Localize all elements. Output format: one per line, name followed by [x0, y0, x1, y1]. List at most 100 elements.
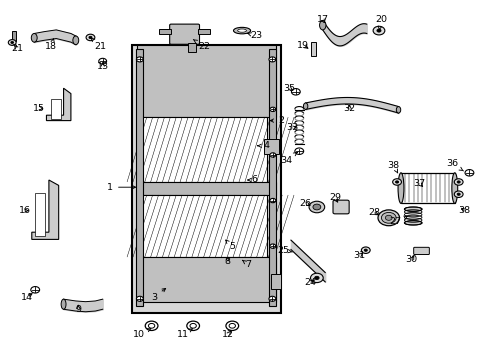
Ellipse shape [233, 27, 250, 34]
Bar [310, 42, 315, 56]
Circle shape [291, 89, 300, 95]
Ellipse shape [73, 36, 79, 45]
Circle shape [86, 34, 95, 41]
Circle shape [269, 107, 275, 112]
Circle shape [456, 193, 459, 195]
Circle shape [148, 323, 154, 328]
Circle shape [228, 323, 235, 328]
Circle shape [99, 58, 106, 64]
Text: 32: 32 [343, 104, 355, 112]
FancyBboxPatch shape [169, 24, 199, 44]
Text: 30: 30 [405, 256, 417, 264]
Bar [51, 99, 61, 119]
Text: 35: 35 [283, 84, 295, 93]
Text: 33: 33 [285, 123, 298, 132]
Text: 2: 2 [270, 116, 284, 125]
Text: 5: 5 [225, 240, 235, 251]
Circle shape [268, 296, 275, 301]
Circle shape [381, 212, 395, 223]
Text: 7: 7 [242, 260, 251, 269]
Circle shape [385, 215, 391, 220]
Circle shape [189, 323, 196, 328]
Text: 22: 22 [193, 40, 210, 51]
Circle shape [269, 244, 275, 248]
Text: 8: 8 [224, 256, 230, 265]
Circle shape [376, 29, 380, 32]
Ellipse shape [303, 103, 307, 109]
Ellipse shape [451, 173, 457, 203]
Ellipse shape [404, 221, 421, 225]
Circle shape [294, 148, 303, 154]
Ellipse shape [61, 299, 66, 309]
Bar [137, 195, 266, 257]
Text: 17: 17 [316, 15, 328, 24]
Circle shape [11, 41, 14, 44]
Bar [400, 173, 454, 203]
FancyBboxPatch shape [413, 247, 428, 255]
Circle shape [268, 57, 275, 62]
Circle shape [269, 153, 275, 157]
Circle shape [225, 321, 238, 330]
Ellipse shape [237, 29, 246, 32]
Circle shape [377, 210, 399, 226]
Bar [198, 29, 210, 34]
Circle shape [314, 276, 319, 280]
Text: 34: 34 [280, 152, 297, 165]
Circle shape [31, 287, 40, 293]
Text: 21: 21 [90, 37, 106, 51]
Text: 31: 31 [353, 251, 365, 260]
Bar [132, 45, 281, 313]
Ellipse shape [397, 173, 403, 203]
Text: 3: 3 [151, 288, 165, 302]
Bar [12, 31, 16, 41]
Circle shape [145, 321, 158, 330]
Circle shape [372, 26, 384, 35]
Circle shape [269, 198, 275, 203]
Text: 9: 9 [75, 305, 81, 314]
Circle shape [136, 296, 143, 301]
Bar [136, 49, 143, 306]
Text: 14: 14 [21, 292, 33, 302]
Circle shape [364, 249, 366, 251]
Text: 29: 29 [328, 194, 340, 202]
Circle shape [310, 273, 323, 283]
Circle shape [456, 181, 459, 183]
Text: 36: 36 [446, 159, 463, 171]
Bar [268, 49, 276, 306]
Circle shape [308, 201, 324, 213]
FancyBboxPatch shape [332, 200, 348, 214]
Circle shape [453, 191, 462, 197]
Circle shape [453, 179, 462, 185]
Circle shape [312, 204, 320, 210]
Bar [264, 139, 278, 154]
Text: 10: 10 [133, 329, 151, 338]
Text: 28: 28 [367, 208, 379, 217]
Text: 27: 27 [388, 216, 407, 226]
Bar [271, 274, 281, 289]
Text: 25: 25 [277, 246, 292, 255]
Text: 4: 4 [257, 141, 269, 150]
Circle shape [8, 40, 16, 45]
Bar [137, 45, 276, 117]
Text: 12: 12 [222, 330, 234, 338]
Text: 13: 13 [97, 62, 108, 71]
Circle shape [361, 247, 369, 253]
Text: 6: 6 [247, 175, 257, 184]
Ellipse shape [319, 21, 325, 30]
Circle shape [89, 36, 92, 39]
Bar [137, 117, 266, 182]
Text: 19: 19 [297, 40, 308, 49]
Polygon shape [32, 180, 59, 239]
Text: 16: 16 [19, 206, 30, 215]
Circle shape [136, 57, 143, 62]
Bar [137, 257, 276, 302]
Text: 1: 1 [107, 183, 135, 192]
Bar [188, 43, 195, 52]
Circle shape [395, 181, 398, 183]
Text: 23: 23 [247, 31, 262, 40]
Polygon shape [46, 88, 71, 121]
Ellipse shape [395, 107, 400, 113]
Text: 37: 37 [413, 179, 425, 188]
Bar [35, 193, 45, 236]
Circle shape [186, 321, 199, 330]
